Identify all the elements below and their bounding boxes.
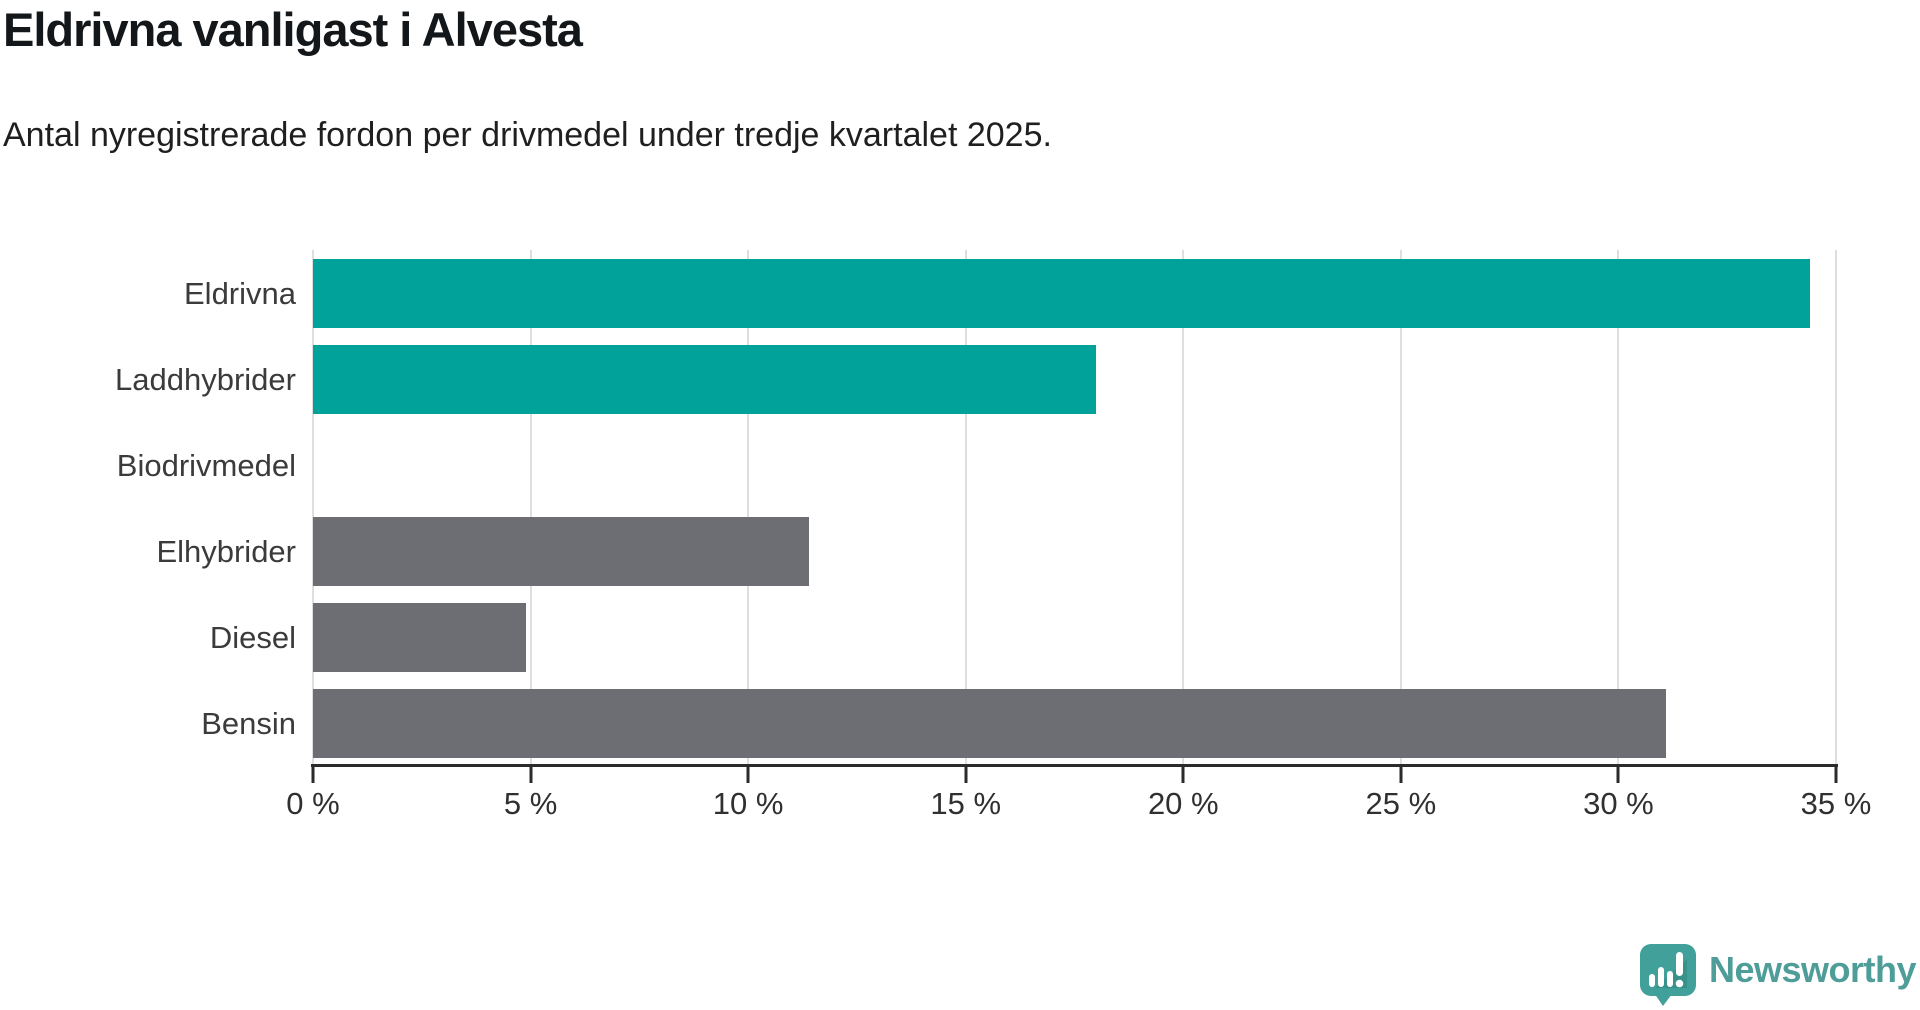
category-label: Biodrivmedel	[116, 448, 296, 483]
gridline	[1182, 250, 1185, 765]
x-axis-tick-labels: 0 % 5 % 10 % 15 % 20 % 25 % 30 % 35 %	[286, 786, 1871, 826]
gridline	[529, 250, 532, 765]
tick-label: 20 %	[1147, 786, 1219, 821]
bar	[313, 259, 1810, 328]
tick-label: 35 %	[1800, 786, 1872, 821]
tick-label: 30 %	[1583, 786, 1654, 821]
plot-area	[312, 250, 1837, 765]
tick-mark	[1616, 767, 1620, 783]
category-label: Laddhybrider	[115, 362, 296, 397]
chart-title: Eldrivna vanligast i Alvesta	[3, 3, 583, 56]
newsworthy-logo: Newsworthy	[1639, 944, 1917, 1006]
x-axis-ticks	[311, 767, 1838, 785]
bar	[313, 517, 810, 586]
bar	[313, 603, 527, 672]
bar	[313, 345, 1097, 414]
gridline	[964, 250, 967, 765]
gridline	[747, 250, 750, 765]
tick-mark	[1181, 767, 1185, 783]
tick-mark	[746, 767, 750, 783]
gridline	[1399, 250, 1402, 765]
newsworthy-wordmark: Newsworthy	[1708, 949, 1917, 990]
tick-label: 5 %	[503, 786, 558, 821]
gridline	[1835, 250, 1837, 765]
tick-label: 0 %	[286, 786, 340, 821]
gridline	[312, 250, 314, 765]
tick-label: 15 %	[930, 786, 1002, 821]
category-labels-column: Eldrivna Laddhybrider Biodrivmedel Elhybrid…	[0, 250, 296, 765]
x-axis-line	[311, 764, 1838, 767]
tick-mark	[1834, 767, 1838, 783]
category-label: Diesel	[209, 620, 296, 655]
newsworthy-icon	[1639, 944, 1696, 1006]
tick-mark	[311, 767, 315, 783]
tick-label: 10 %	[712, 786, 784, 821]
category-label: Eldrivna	[184, 276, 296, 311]
chart-subtitle: Antal nyregistrerade fordon per drivmede…	[3, 116, 1052, 154]
tick-mark	[1399, 767, 1403, 783]
tick-mark	[964, 767, 968, 783]
bar	[313, 689, 1667, 758]
category-label: Elhybrider	[156, 534, 296, 569]
category-label: Bensin	[201, 706, 296, 741]
gridline	[1617, 250, 1620, 765]
tick-label: 25 %	[1365, 786, 1437, 821]
tick-mark	[529, 767, 533, 783]
